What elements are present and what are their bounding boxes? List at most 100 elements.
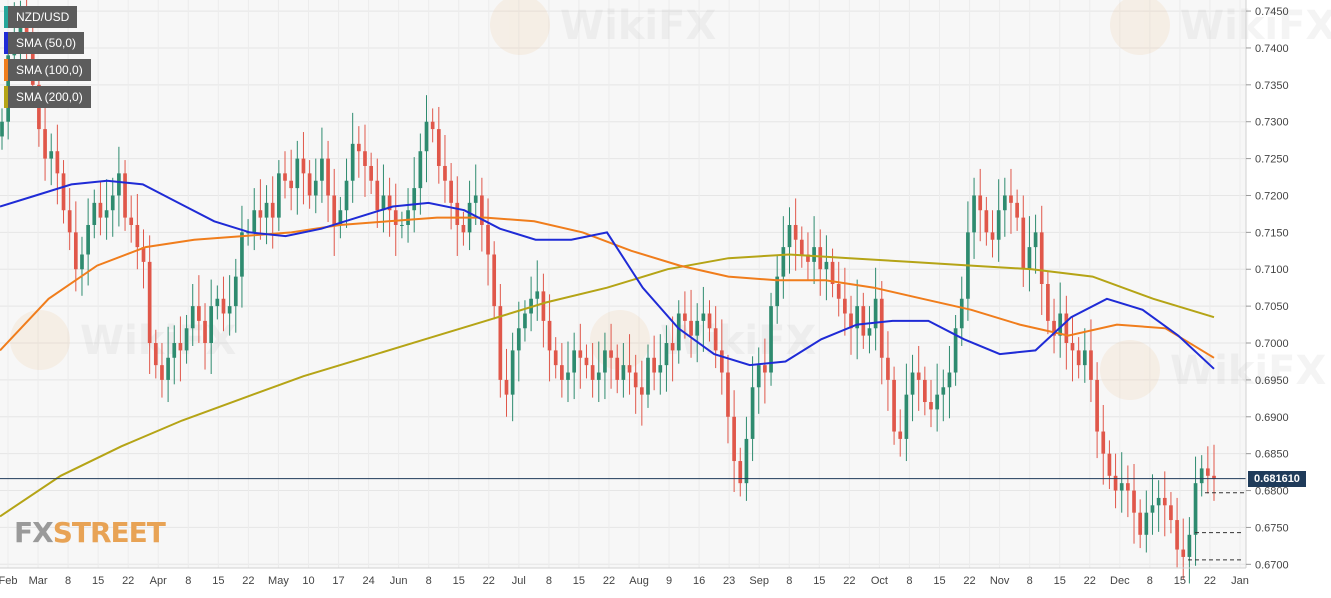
- candle-body: [1162, 497, 1167, 506]
- candle-body: [307, 173, 312, 196]
- x-tick-label: 22: [483, 575, 495, 587]
- y-tick-label: 0.7350: [1255, 80, 1289, 92]
- legend-pair-label: NZD/USD: [16, 10, 70, 24]
- x-tick-label: 15: [1174, 575, 1186, 587]
- candle-body: [338, 210, 343, 225]
- candle-body: [719, 350, 724, 373]
- candle-body: [332, 195, 337, 225]
- candle-body: [1132, 490, 1136, 513]
- y-tick-label: 0.7400: [1255, 43, 1289, 55]
- candle-body: [61, 173, 66, 211]
- x-tick-label: 8: [906, 575, 912, 587]
- legend-swatch-sma100: [4, 59, 8, 81]
- candle-body: [400, 224, 404, 226]
- y-tick-label: 0.7300: [1255, 117, 1289, 129]
- candle-body: [117, 173, 121, 196]
- legend-pair: NZD/USD: [4, 6, 78, 28]
- plot-area: [0, 0, 1246, 568]
- candle-body: [73, 232, 78, 270]
- candle-body: [166, 357, 170, 380]
- candle-body: [381, 195, 386, 211]
- x-tick-label: 22: [1204, 575, 1216, 587]
- candle-body: [480, 195, 484, 225]
- candle-body: [799, 239, 804, 255]
- y-tick-label: 0.7050: [1255, 301, 1289, 313]
- candle-body: [836, 284, 841, 299]
- candle-body: [270, 202, 275, 218]
- legend-swatch-pair: [4, 6, 8, 28]
- candle-body: [67, 210, 72, 233]
- candle-body: [750, 387, 755, 439]
- candle-body: [258, 210, 263, 218]
- candle-body: [455, 202, 460, 225]
- candle-body: [646, 357, 650, 395]
- candle-body: [781, 247, 786, 277]
- candle-body: [553, 350, 558, 366]
- candle-body: [756, 365, 761, 388]
- y-tick-label: 0.7250: [1255, 154, 1289, 166]
- candle-body: [972, 195, 976, 233]
- candle-body: [98, 202, 103, 218]
- candle-body: [86, 224, 90, 255]
- candle-body: [172, 343, 177, 358]
- candle-body: [252, 210, 257, 233]
- candle-body: [1027, 247, 1032, 270]
- candle-body: [516, 328, 521, 351]
- y-tick-label: 0.6850: [1255, 449, 1289, 461]
- candle-body: [695, 320, 700, 336]
- x-tick-label: 22: [963, 575, 975, 587]
- candle-body: [443, 165, 447, 181]
- candle-body: [141, 247, 146, 262]
- x-tick-label: 23: [723, 575, 735, 587]
- candle-body: [941, 387, 946, 395]
- candle-body: [1199, 468, 1204, 484]
- candle-body: [1101, 431, 1106, 454]
- candle-body: [1119, 483, 1124, 491]
- candle-body: [959, 298, 964, 329]
- candle-body: [197, 306, 201, 321]
- candle-body: [1187, 534, 1192, 557]
- watermark-text: WikiFX: [1170, 348, 1326, 394]
- y-tick-label: 0.6750: [1255, 522, 1289, 534]
- candle-body: [744, 438, 749, 484]
- candle-body: [590, 365, 595, 380]
- candle-body: [947, 372, 952, 388]
- candle-body: [203, 320, 207, 344]
- candle-body: [1052, 320, 1056, 336]
- candle-body: [769, 306, 773, 373]
- candle-body: [326, 158, 330, 196]
- candle-body: [289, 180, 294, 189]
- candle-body: [1058, 313, 1063, 336]
- candle-body: [639, 387, 644, 395]
- candle-body: [80, 254, 84, 270]
- candle-body: [892, 379, 896, 432]
- x-tick-label: 16: [693, 575, 705, 587]
- candle-body: [547, 320, 552, 351]
- candle-body: [49, 151, 54, 159]
- y-tick-label: 0.6800: [1255, 486, 1289, 498]
- watermark-logo: [1100, 340, 1160, 400]
- candle-body: [1150, 505, 1155, 513]
- legend-sma200: SMA (200,0): [4, 86, 91, 108]
- candle-body: [375, 180, 380, 211]
- candle-body: [732, 416, 736, 462]
- x-tick-label: 8: [1147, 575, 1153, 587]
- candle-body: [283, 173, 287, 181]
- candle-body: [806, 254, 810, 262]
- candle-body: [898, 431, 903, 439]
- x-tick-label: 15: [1054, 575, 1066, 587]
- candle-body: [824, 261, 829, 270]
- candle-body: [436, 129, 441, 166]
- candle-body: [701, 313, 706, 321]
- candle-body: [922, 379, 927, 403]
- legend-sma100: SMA (100,0): [4, 59, 91, 81]
- candle-body: [209, 306, 214, 344]
- candle-body: [978, 195, 983, 211]
- x-tick-label: 22: [122, 575, 134, 587]
- candle-body: [1156, 497, 1161, 506]
- x-tick-label: Nov: [990, 575, 1010, 587]
- sma50-line: [0, 179, 1215, 370]
- x-tick-label: 8: [546, 575, 552, 587]
- watermark-text: WikiFX: [660, 318, 816, 364]
